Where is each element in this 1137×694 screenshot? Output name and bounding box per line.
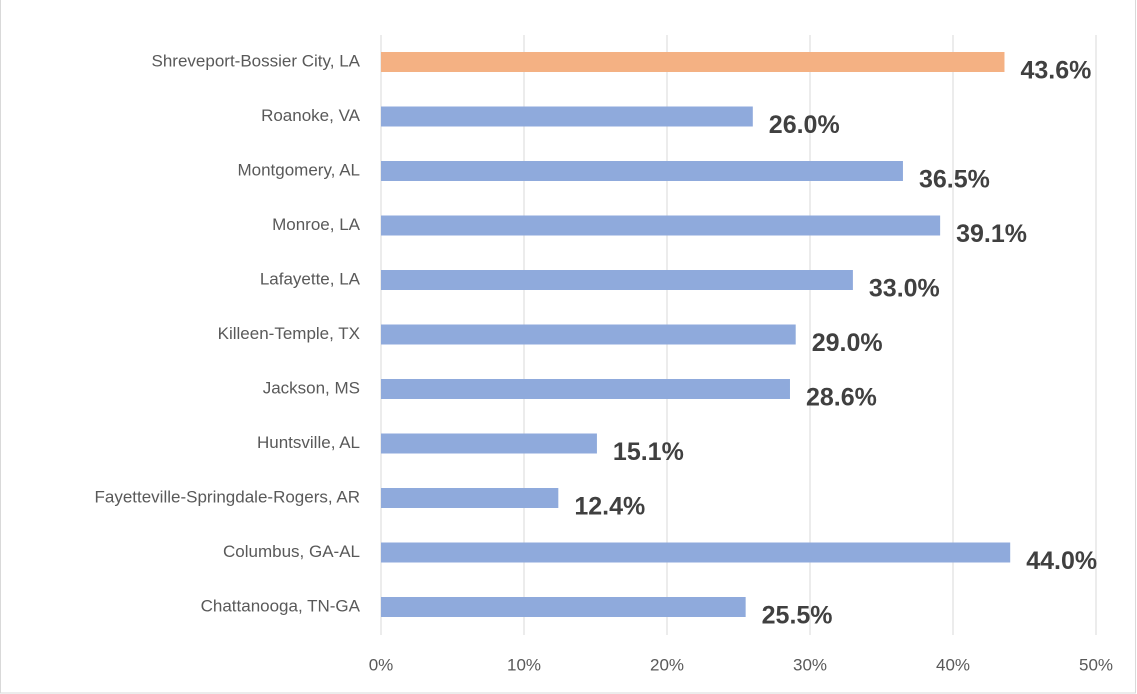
x-tick-label: 40%	[936, 655, 970, 674]
y-tick-label: Chattanooga, TN-GA	[201, 596, 361, 615]
x-tick-label: 20%	[650, 655, 684, 674]
y-tick-label: Columbus, GA-AL	[223, 542, 360, 561]
x-tick-label: 50%	[1079, 655, 1113, 674]
y-tick-label: Roanoke, VA	[261, 106, 361, 125]
y-tick-label: Lafayette, LA	[260, 269, 361, 288]
y-tick-label: Killeen-Temple, TX	[218, 324, 360, 343]
bar	[381, 433, 597, 454]
bar	[381, 597, 746, 617]
bar	[381, 215, 941, 236]
y-tick-label: Shreveport-Bossier City, LA	[152, 51, 361, 70]
y-tick-label: Fayetteville-Springdale-Rogers, AR	[94, 487, 360, 506]
x-tick-label: 30%	[793, 655, 827, 674]
value-label: 26.0%	[769, 111, 840, 139]
value-label: 25.5%	[762, 602, 833, 630]
value-label: 28.6%	[806, 384, 877, 412]
value-label: 36.5%	[919, 166, 990, 194]
value-label: 43.6%	[1020, 57, 1091, 85]
y-tick-label: Jackson, MS	[263, 378, 360, 397]
y-tick-label: Huntsville, AL	[257, 433, 360, 452]
bar	[381, 270, 853, 290]
x-tick-label: 0%	[369, 655, 394, 674]
value-label: 29.0%	[812, 329, 883, 357]
value-label: 15.1%	[613, 438, 684, 466]
value-label: 39.1%	[956, 220, 1027, 248]
x-tick-label: 10%	[507, 655, 541, 674]
y-tick-label: Monroe, LA	[272, 215, 361, 234]
bar	[381, 542, 1011, 563]
bar	[381, 488, 559, 508]
value-label: 44.0%	[1026, 547, 1097, 575]
bar	[381, 106, 753, 127]
bar	[381, 52, 1005, 72]
y-tick-label: Montgomery, AL	[237, 160, 360, 179]
bar	[381, 324, 796, 345]
value-label: 33.0%	[869, 275, 940, 303]
value-label: 12.4%	[574, 493, 645, 521]
bar	[381, 161, 903, 181]
bar	[381, 379, 790, 399]
